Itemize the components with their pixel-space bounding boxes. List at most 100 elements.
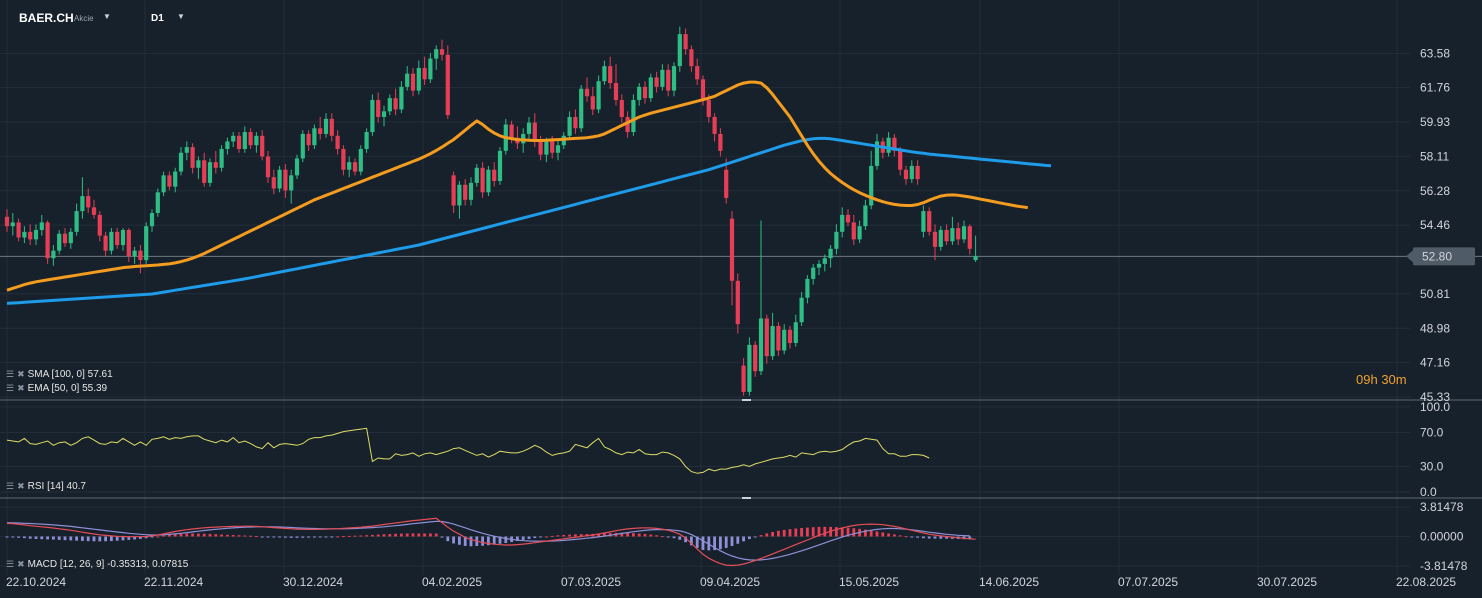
candle-body bbox=[74, 211, 79, 232]
candle bbox=[196, 156, 201, 180]
candle-body bbox=[695, 66, 700, 80]
candle bbox=[857, 220, 862, 244]
macd-histogram-bar bbox=[922, 536, 925, 539]
close-icon[interactable]: ✖ bbox=[17, 558, 25, 569]
candle-body bbox=[16, 222, 21, 238]
layers-icon[interactable]: ☰ bbox=[6, 558, 15, 569]
candle-body bbox=[932, 231, 938, 247]
layers-icon[interactable]: ☰ bbox=[6, 368, 15, 379]
candle bbox=[370, 94, 375, 136]
symbol-dropdown-caret-icon[interactable]: ▼ bbox=[103, 12, 111, 21]
rsi-legend: ☰ ✖ RSI [14] 40.7 bbox=[6, 480, 86, 492]
candle bbox=[451, 171, 456, 214]
candle-body bbox=[851, 222, 856, 240]
symbol-name[interactable]: BAER.CH bbox=[19, 11, 74, 25]
macd-histogram-bar bbox=[46, 536, 49, 540]
candle-body bbox=[718, 133, 723, 151]
sma-legend: ☰ ✖ SMA [100, 0] 57.61 bbox=[6, 368, 113, 380]
candle bbox=[753, 341, 758, 377]
countdown-minutes: 30 bbox=[1381, 372, 1396, 387]
candle-body bbox=[289, 175, 294, 191]
close-icon[interactable]: ✖ bbox=[17, 368, 25, 379]
candle bbox=[271, 169, 276, 195]
candle-body bbox=[938, 229, 943, 247]
candle-body bbox=[62, 233, 68, 244]
candle-body bbox=[845, 214, 851, 223]
candle-body bbox=[225, 141, 230, 149]
candle bbox=[735, 273, 740, 334]
candle bbox=[323, 113, 329, 138]
candle bbox=[213, 150, 218, 174]
candle bbox=[799, 292, 804, 327]
candle bbox=[184, 141, 189, 161]
candle-body bbox=[207, 162, 213, 183]
chart-toolbar: BAER.CH Akcie ▼ D1 ▼ bbox=[0, 0, 300, 36]
macd-histogram-bar bbox=[266, 536, 270, 538]
macd-histogram-bar bbox=[487, 536, 490, 546]
price-tick-label: 61.76 bbox=[1420, 81, 1450, 95]
macd-histogram-bar bbox=[133, 536, 136, 540]
close-icon[interactable]: ✖ bbox=[17, 480, 25, 491]
macd-signal-line bbox=[6, 520, 970, 561]
layers-icon[interactable]: ☰ bbox=[6, 480, 15, 491]
candle-body bbox=[283, 169, 288, 191]
candle-body bbox=[254, 135, 259, 146]
candle bbox=[863, 199, 868, 230]
macd-histogram-bar bbox=[794, 528, 798, 537]
candle-body bbox=[178, 152, 184, 172]
macd-histogram-bar bbox=[933, 536, 937, 539]
candle bbox=[231, 132, 236, 148]
candle bbox=[138, 245, 143, 274]
candle bbox=[921, 205, 926, 238]
macd-histogram-bar bbox=[150, 536, 154, 538]
macd-histogram-bar bbox=[672, 536, 676, 539]
macd-histogram-bar bbox=[185, 533, 189, 537]
date-tick-label: 14.06.2025 bbox=[979, 575, 1039, 589]
candle-body bbox=[816, 263, 822, 268]
candle bbox=[4, 209, 10, 232]
timeframe-label[interactable]: D1 bbox=[151, 13, 164, 24]
candle-body bbox=[68, 231, 73, 244]
timeframe-dropdown-caret-icon[interactable]: ▼ bbox=[177, 12, 185, 21]
candle bbox=[811, 263, 816, 285]
macd-histogram-bar bbox=[533, 536, 537, 539]
macd-histogram-bar bbox=[359, 535, 363, 537]
macd-histogram-bar bbox=[898, 535, 902, 537]
macd-histogram-bar bbox=[98, 536, 102, 542]
candle bbox=[613, 64, 619, 106]
macd-histogram-bar bbox=[237, 535, 241, 537]
candle bbox=[410, 68, 416, 97]
macd-histogram-bar bbox=[318, 536, 322, 538]
layers-icon[interactable]: ☰ bbox=[6, 382, 15, 393]
candle bbox=[109, 228, 114, 255]
macd-line bbox=[6, 517, 976, 567]
macd-histogram-bar bbox=[429, 533, 432, 537]
candle-body bbox=[161, 175, 166, 193]
candle-body bbox=[787, 329, 793, 343]
macd-histogram-bar bbox=[927, 536, 931, 539]
candle-body bbox=[869, 165, 874, 206]
countdown-hours: 09 bbox=[1356, 372, 1371, 387]
macd-histogram-bar bbox=[800, 527, 803, 537]
close-icon[interactable]: ✖ bbox=[17, 382, 25, 393]
candle bbox=[428, 52, 433, 84]
candle bbox=[648, 73, 653, 102]
macd-histogram-bar bbox=[52, 536, 55, 540]
candle-body bbox=[277, 169, 282, 189]
macd-histogram-bar bbox=[168, 534, 171, 537]
candle-body bbox=[149, 213, 155, 227]
candle bbox=[457, 181, 462, 219]
candle-body bbox=[22, 231, 27, 238]
candle-body bbox=[265, 156, 271, 178]
candle bbox=[787, 326, 793, 349]
macd-histogram-bar bbox=[255, 536, 258, 538]
candle bbox=[202, 152, 207, 187]
candle-body bbox=[613, 83, 619, 101]
candle-body bbox=[393, 98, 398, 110]
time-axis: 22.10.2024 22.11.2024 30.12.2024 04.02.2025… bbox=[6, 575, 1456, 589]
macd-histogram-bar bbox=[887, 533, 890, 537]
macd-histogram-bar bbox=[307, 536, 310, 538]
date-tick-label: 09.04.2025 bbox=[700, 575, 760, 589]
